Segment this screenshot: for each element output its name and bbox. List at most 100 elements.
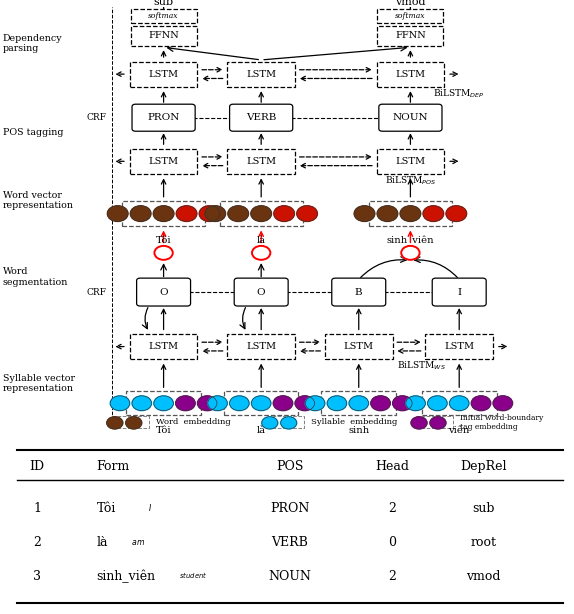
- Bar: [227, 334, 295, 359]
- Circle shape: [176, 206, 197, 222]
- Text: Head: Head: [375, 460, 409, 473]
- Circle shape: [252, 246, 270, 260]
- Circle shape: [393, 396, 412, 411]
- Text: Tôi: Tôi: [96, 502, 116, 515]
- Text: O: O: [159, 287, 168, 297]
- FancyBboxPatch shape: [332, 278, 386, 306]
- Text: ID: ID: [29, 460, 45, 473]
- Text: Syllable  embedding: Syllable embedding: [311, 418, 397, 427]
- Text: là: là: [257, 236, 266, 245]
- Circle shape: [205, 206, 226, 222]
- Text: Syllable vector
representation: Syllable vector representation: [3, 374, 75, 394]
- Circle shape: [377, 206, 398, 222]
- Bar: [130, 26, 196, 45]
- Text: CRF: CRF: [86, 113, 106, 122]
- Circle shape: [126, 417, 142, 429]
- Bar: [130, 334, 197, 359]
- Text: sinh: sinh: [348, 426, 370, 435]
- Text: BiLSTM$_{WS}$: BiLSTM$_{WS}$: [397, 360, 447, 372]
- Text: LSTM: LSTM: [149, 342, 179, 351]
- Text: softmax: softmax: [148, 12, 179, 20]
- Text: CRF: CRF: [86, 287, 106, 297]
- Circle shape: [411, 417, 427, 429]
- Circle shape: [228, 206, 249, 222]
- Circle shape: [423, 206, 444, 222]
- Circle shape: [176, 396, 195, 411]
- Text: Form: Form: [96, 460, 130, 473]
- Circle shape: [371, 396, 390, 411]
- Text: 3: 3: [33, 570, 41, 583]
- Circle shape: [154, 396, 173, 411]
- Circle shape: [251, 206, 272, 222]
- Circle shape: [107, 206, 128, 222]
- Text: softmax: softmax: [395, 12, 426, 20]
- Circle shape: [153, 206, 174, 222]
- Circle shape: [251, 396, 271, 411]
- Circle shape: [449, 396, 469, 411]
- Text: sub: sub: [153, 0, 174, 7]
- Text: LSTM: LSTM: [149, 157, 179, 166]
- Bar: [130, 61, 197, 87]
- Bar: [377, 149, 444, 174]
- Circle shape: [281, 417, 297, 429]
- Text: sinh_viên: sinh_viên: [96, 570, 156, 583]
- Text: viên: viên: [448, 426, 470, 435]
- Circle shape: [197, 396, 217, 411]
- Circle shape: [428, 396, 447, 411]
- Circle shape: [305, 396, 325, 411]
- Circle shape: [295, 396, 315, 411]
- Circle shape: [493, 396, 513, 411]
- Bar: [224, 391, 298, 415]
- Bar: [378, 9, 443, 23]
- Bar: [130, 149, 197, 174]
- Text: $_{student}$: $_{student}$: [176, 572, 208, 581]
- Text: NOUN: NOUN: [393, 113, 428, 122]
- Text: PRON: PRON: [148, 113, 180, 122]
- Text: POS tagging: POS tagging: [3, 128, 63, 138]
- Bar: [425, 334, 493, 359]
- Text: Tôi: Tôi: [156, 426, 172, 435]
- Text: sub: sub: [472, 502, 494, 515]
- Circle shape: [401, 246, 420, 260]
- Circle shape: [400, 206, 421, 222]
- Bar: [219, 201, 303, 226]
- Circle shape: [354, 206, 375, 222]
- Text: root: root: [470, 536, 496, 550]
- Circle shape: [208, 396, 227, 411]
- FancyBboxPatch shape: [379, 104, 442, 131]
- Text: FFNN: FFNN: [395, 31, 426, 41]
- Bar: [369, 201, 452, 226]
- FancyBboxPatch shape: [132, 104, 195, 131]
- Circle shape: [132, 396, 152, 411]
- Text: VERB: VERB: [272, 536, 308, 550]
- Text: là: là: [257, 426, 266, 435]
- Text: LSTM: LSTM: [344, 342, 374, 351]
- Bar: [321, 391, 396, 415]
- Text: 0: 0: [388, 536, 396, 550]
- Text: vmod: vmod: [395, 0, 426, 7]
- Text: 2: 2: [388, 502, 396, 515]
- Circle shape: [273, 396, 293, 411]
- Bar: [130, 9, 196, 23]
- Bar: [227, 149, 295, 174]
- FancyBboxPatch shape: [432, 278, 486, 306]
- Text: FFNN: FFNN: [148, 31, 179, 41]
- Bar: [112, 416, 149, 428]
- Circle shape: [406, 396, 425, 411]
- Circle shape: [327, 396, 347, 411]
- Text: LSTM: LSTM: [444, 342, 474, 351]
- Text: $_{am}$: $_{am}$: [128, 538, 145, 548]
- Circle shape: [446, 206, 467, 222]
- Text: PRON: PRON: [270, 502, 309, 515]
- Text: Word vector
representation: Word vector representation: [3, 191, 74, 210]
- Circle shape: [297, 206, 317, 222]
- Bar: [422, 391, 497, 415]
- Circle shape: [471, 396, 491, 411]
- Text: 1: 1: [33, 502, 41, 515]
- Text: 2: 2: [33, 536, 41, 550]
- Circle shape: [130, 206, 151, 222]
- Text: POS: POS: [276, 460, 304, 473]
- Text: LSTM: LSTM: [395, 157, 425, 166]
- Text: vmod: vmod: [466, 570, 501, 583]
- Text: LSTM: LSTM: [246, 157, 276, 166]
